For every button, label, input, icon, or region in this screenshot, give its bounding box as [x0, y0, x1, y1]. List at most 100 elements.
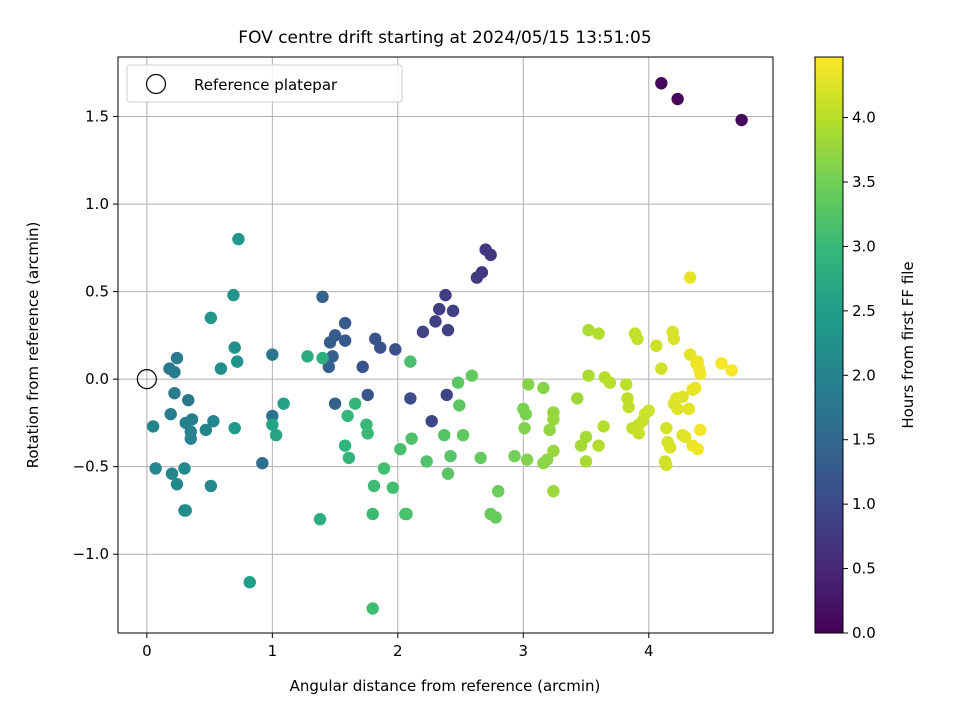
colorbar-tick-label: 4.0 — [852, 109, 876, 127]
data-point — [301, 350, 314, 363]
data-point — [184, 432, 197, 445]
data-point — [518, 421, 531, 435]
data-point — [441, 323, 455, 337]
data-point — [326, 350, 339, 363]
data-point — [735, 113, 748, 127]
data-point — [316, 351, 329, 365]
data-point — [592, 439, 605, 452]
data-point — [266, 418, 279, 431]
data-point — [425, 414, 438, 428]
data-point — [667, 332, 681, 346]
x-tick-label: 3 — [519, 642, 529, 660]
y-tick-label: −0.5 — [73, 458, 109, 476]
data-point — [420, 455, 433, 468]
data-point — [369, 332, 382, 346]
data-point — [182, 393, 195, 407]
data-point — [660, 421, 673, 435]
data-point — [631, 332, 644, 346]
data-point — [404, 392, 417, 405]
data-point — [366, 602, 379, 615]
colorbar-tick-label: 1.0 — [852, 495, 876, 513]
data-point — [522, 378, 535, 391]
data-point — [361, 427, 374, 440]
x-tick-label: 2 — [393, 642, 403, 660]
data-point — [394, 442, 407, 456]
data-point — [671, 402, 684, 416]
colorbar-tick-label: 2.5 — [852, 302, 876, 320]
data-point — [341, 409, 354, 423]
data-point — [256, 456, 269, 470]
data-point — [484, 248, 497, 262]
data-point — [715, 357, 728, 370]
y-tick-label: 1.5 — [85, 108, 109, 126]
colorbar-tick-label: 0.0 — [852, 624, 876, 642]
data-point — [682, 402, 696, 416]
data-point — [438, 428, 451, 442]
data-point — [366, 507, 379, 521]
data-point — [356, 360, 369, 374]
data-point — [453, 399, 466, 412]
x-tick-label: 0 — [142, 642, 152, 660]
data-point — [540, 453, 554, 466]
legend-box — [126, 64, 403, 103]
data-point — [348, 397, 362, 410]
data-point — [243, 576, 256, 589]
data-point — [456, 428, 470, 442]
reference-platepar-marker — [136, 369, 157, 390]
y-tick-label: −1.0 — [73, 545, 109, 563]
data-point — [170, 351, 184, 365]
data-point — [579, 430, 593, 444]
data-point — [170, 477, 184, 491]
data-point — [342, 451, 356, 465]
colorbar-tick-label: 0.5 — [852, 560, 876, 578]
data-point — [465, 369, 479, 382]
data-point — [592, 327, 605, 340]
data-point — [338, 316, 352, 330]
data-point — [441, 467, 455, 480]
plot-frame — [117, 56, 774, 634]
data-point — [228, 421, 241, 435]
data-point — [622, 400, 635, 414]
data-point — [446, 304, 460, 318]
data-point — [277, 397, 290, 410]
x-tick-label: 1 — [268, 642, 278, 660]
data-point — [204, 311, 218, 325]
data-point — [543, 423, 556, 437]
data-point — [367, 479, 381, 493]
colorbar: 0.0 0.5 1.0 1.5 2.0 2.5 3.0 3.5 4.0 Hours from f… — [814, 56, 917, 642]
data-point — [400, 507, 413, 521]
data-point — [547, 413, 560, 426]
data-point — [582, 369, 595, 382]
data-point — [691, 442, 704, 456]
data-point — [582, 323, 595, 337]
data-point — [416, 325, 430, 339]
data-point — [165, 467, 179, 480]
data-point — [694, 423, 707, 437]
data-point — [444, 449, 457, 463]
data-point — [642, 404, 655, 417]
data-point — [650, 339, 663, 353]
data-point — [474, 451, 487, 465]
data-point — [520, 453, 534, 466]
data-point — [579, 455, 593, 468]
data-point — [323, 336, 337, 349]
colorbar-ticks: 0.0 0.5 1.0 1.5 2.0 2.5 3.0 3.5 4.0 — [843, 109, 876, 642]
data-point — [660, 458, 673, 472]
data-point — [655, 362, 668, 375]
data-point — [451, 376, 465, 389]
data-point — [377, 462, 391, 475]
data-point — [405, 432, 418, 445]
data-point — [389, 343, 402, 356]
data-point — [655, 77, 668, 90]
data-point — [547, 484, 560, 498]
colorbar-gradient — [814, 56, 844, 634]
data-points — [146, 77, 748, 615]
colorbar-tick-label: 2.0 — [852, 366, 876, 384]
y-tick-label: 0.5 — [85, 283, 109, 301]
data-point — [547, 444, 560, 458]
data-point — [199, 423, 213, 437]
data-point — [231, 355, 244, 368]
data-point — [361, 388, 374, 402]
y-tick-label: 1.0 — [85, 195, 109, 213]
data-point — [725, 364, 738, 377]
